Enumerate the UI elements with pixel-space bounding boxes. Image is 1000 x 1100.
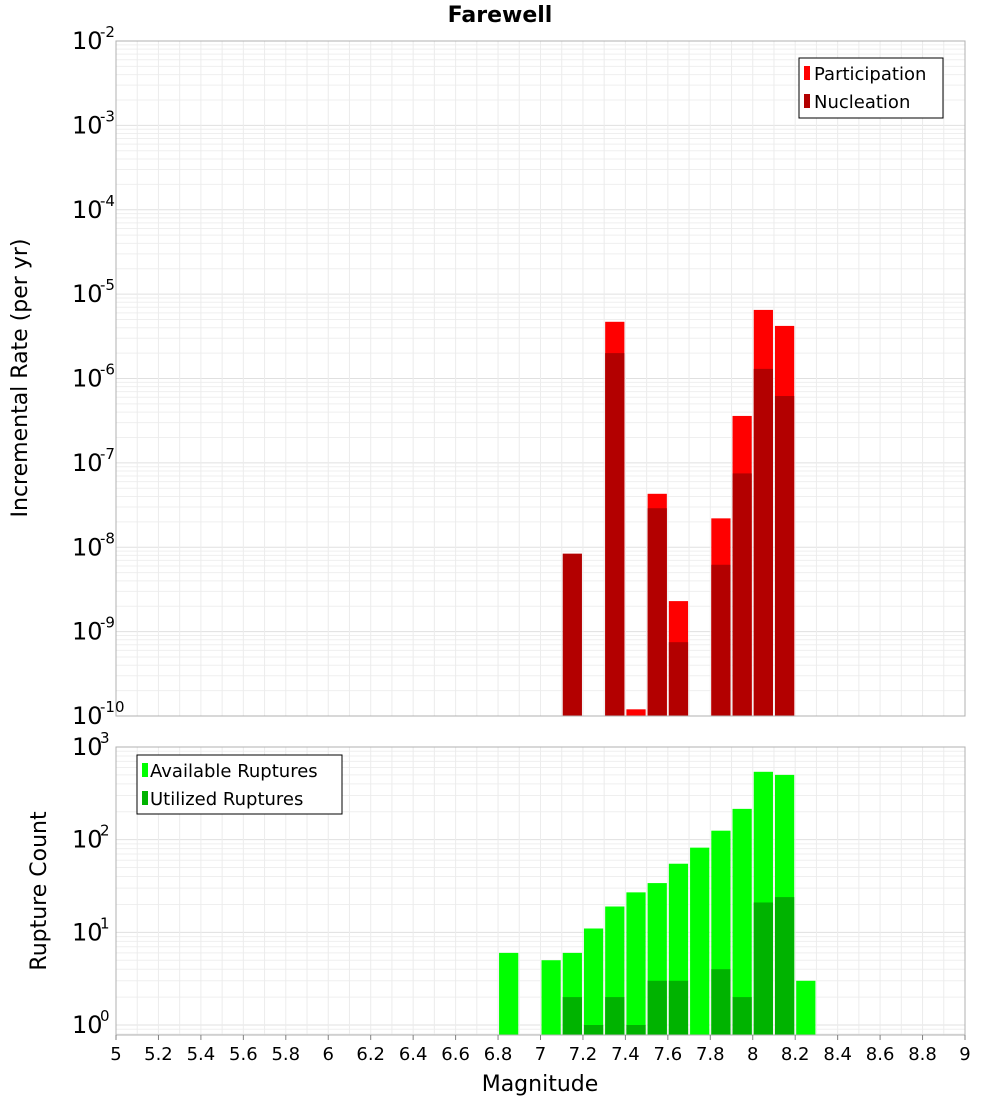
x-tick-label: 7.8 xyxy=(696,1044,725,1065)
rate-bar-nucleation xyxy=(647,508,667,716)
rate-y-tick-labels: 10-210-310-410-510-610-710-810-910-10 xyxy=(72,23,125,730)
magnitude-x-tick-labels: 5 5.2 5.4 5.6 5.8 6 6.2 6.4 6.6 6.8 7 7.2 7.4 7.6 7.8 8… xyxy=(110,1035,971,1065)
count-bar-available-ruptures xyxy=(499,952,519,1035)
x-tick-label: 7.2 xyxy=(569,1044,598,1065)
count-y-tick-exponent: 3 xyxy=(100,729,110,747)
legend-label-utilized: Utilized Ruptures xyxy=(150,789,303,810)
legend-swatch-available xyxy=(142,763,148,777)
rate-gridlines xyxy=(115,41,966,717)
rate-legend-box xyxy=(798,57,944,119)
rate-y-tick-label: 10 xyxy=(72,702,103,730)
count-y-tick-exponent: 0 xyxy=(100,1007,110,1025)
legend-swatch-nucleation xyxy=(804,94,810,108)
chart-title: Farewell xyxy=(448,3,553,28)
count-bars xyxy=(499,771,816,1035)
count-bar-utilized-ruptures xyxy=(732,997,752,1035)
count-y-tick-label: 10 xyxy=(72,1011,103,1039)
legend-label-participation: Participation xyxy=(814,64,926,85)
rate-bars xyxy=(562,309,795,716)
rate-y-tick-label: 10 xyxy=(72,365,103,393)
rate-y-tick-exponent: -6 xyxy=(100,361,115,379)
rate-y-tick-label: 10 xyxy=(72,196,103,224)
x-tick-label: 8.6 xyxy=(866,1044,895,1065)
rate-bar-nucleation xyxy=(711,564,731,716)
count-bar-utilized-ruptures xyxy=(668,980,689,1035)
rate-bar-nucleation xyxy=(774,396,795,716)
x-tick-label: 6 xyxy=(323,1044,334,1065)
count-legend: Available Ruptures Utilized Ruptures xyxy=(136,754,343,815)
count-bar-utilized-ruptures xyxy=(605,997,625,1035)
rate-y-tick-exponent: -2 xyxy=(100,23,115,41)
legend-label-nucleation: Nucleation xyxy=(814,92,910,113)
rate-y-tick-label: 10 xyxy=(72,111,103,139)
rate-bar-nucleation xyxy=(562,553,582,716)
count-bar-available-ruptures xyxy=(690,847,710,1035)
count-bar-available-ruptures xyxy=(583,928,604,1035)
x-tick-label: 7 xyxy=(535,1044,546,1065)
rate-y-tick-label: 10 xyxy=(72,280,103,308)
rate-y-tick-exponent: -8 xyxy=(100,529,115,547)
x-tick-label: 6.6 xyxy=(441,1044,470,1065)
x-tick-label: 5 xyxy=(110,1044,121,1065)
rate-y-tick-exponent: -10 xyxy=(100,698,125,716)
rate-y-tick-exponent: -4 xyxy=(100,192,115,210)
count-bar-available-ruptures xyxy=(796,980,816,1035)
x-tick-label: 5.2 xyxy=(144,1044,173,1065)
x-tick-label: 9 xyxy=(959,1044,970,1065)
rate-y-tick-exponent: -7 xyxy=(100,445,115,463)
x-tick-label: 6.8 xyxy=(484,1044,513,1065)
rate-bar-nucleation xyxy=(753,368,773,716)
legend-swatch-utilized xyxy=(142,791,148,805)
rate-legend: Participation Nucleation xyxy=(798,57,944,119)
rate-y-tick-exponent: -3 xyxy=(100,107,115,125)
x-axis-title: Magnitude xyxy=(482,1072,599,1097)
rate-bar-nucleation xyxy=(668,642,689,716)
x-tick-label: 7.6 xyxy=(654,1044,683,1065)
x-tick-label: 5.4 xyxy=(187,1044,216,1065)
x-tick-label: 5.6 xyxy=(229,1044,258,1065)
rate-bar-nucleation xyxy=(732,473,752,716)
count-bar-available-ruptures xyxy=(541,960,561,1035)
count-bar-utilized-ruptures xyxy=(753,902,773,1035)
rate-bar-nucleation xyxy=(605,353,625,716)
rate-bar-participation xyxy=(626,709,646,716)
x-tick-label: 7.4 xyxy=(611,1044,640,1065)
count-bar-utilized-ruptures xyxy=(711,969,731,1035)
rate-y-axis-title: Incremental Rate (per yr) xyxy=(8,239,33,518)
rate-y-tick-label: 10 xyxy=(72,618,103,646)
x-tick-label: 5.8 xyxy=(271,1044,300,1065)
legend-label-available: Available Ruptures xyxy=(150,761,318,782)
count-y-axis-title: Rupture Count xyxy=(27,811,52,971)
x-tick-label: 8.2 xyxy=(781,1044,810,1065)
count-y-tick-label: 10 xyxy=(72,918,103,946)
count-legend-box xyxy=(136,754,343,815)
count-y-tick-label: 10 xyxy=(72,733,103,761)
count-bar-utilized-ruptures xyxy=(626,1025,646,1035)
x-tick-label: 6.2 xyxy=(356,1044,385,1065)
x-tick-label: 8 xyxy=(747,1044,758,1065)
rate-y-tick-exponent: -5 xyxy=(100,276,115,294)
count-bar-utilized-ruptures xyxy=(583,1025,604,1035)
x-tick-label: 8.8 xyxy=(908,1044,937,1065)
legend-swatch-participation xyxy=(804,66,810,80)
count-bar-utilized-ruptures xyxy=(774,897,795,1035)
rate-y-tick-label: 10 xyxy=(72,27,103,55)
x-tick-label: 6.4 xyxy=(399,1044,428,1065)
count-y-tick-exponent: 2 xyxy=(100,822,110,840)
rate-y-tick-label: 10 xyxy=(72,449,103,477)
count-bar-available-ruptures xyxy=(626,892,646,1035)
count-y-tick-exponent: 1 xyxy=(100,914,110,932)
rate-y-tick-exponent: -9 xyxy=(100,614,115,632)
rate-plot-border xyxy=(115,40,966,717)
rate-y-tick-label: 10 xyxy=(72,533,103,561)
count-bar-available-ruptures xyxy=(732,808,752,1035)
count-bar-utilized-ruptures xyxy=(647,980,667,1035)
x-tick-label: 8.4 xyxy=(823,1044,852,1065)
count-y-tick-label: 10 xyxy=(72,826,103,854)
rate-panel: 10-210-310-410-510-610-710-810-910-10 In… xyxy=(8,23,966,730)
count-bar-utilized-ruptures xyxy=(562,997,582,1035)
